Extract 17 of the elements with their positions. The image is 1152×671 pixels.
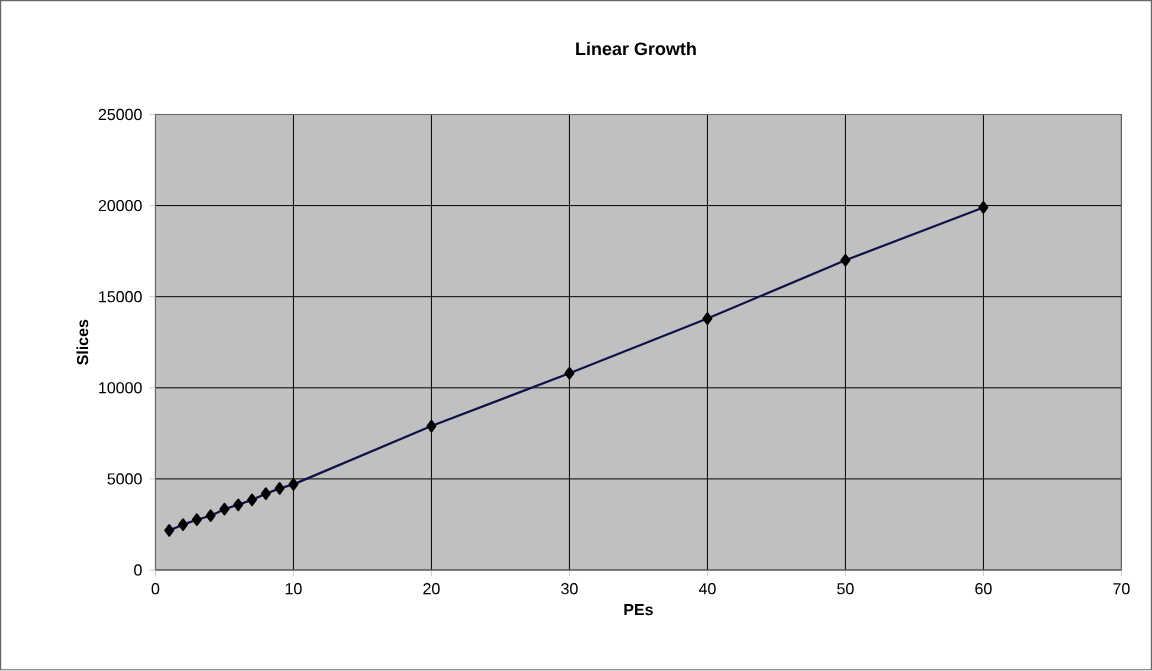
x-tick-label: 10 bbox=[285, 583, 302, 595]
y-tick-label: 15000 bbox=[99, 291, 142, 303]
x-tick-label: 60 bbox=[975, 583, 992, 595]
x-tick-label: 30 bbox=[561, 583, 578, 595]
x-tick-label: 50 bbox=[837, 583, 854, 595]
chart-title: Linear Growth bbox=[576, 42, 696, 56]
y-tick-label: 0 bbox=[134, 564, 142, 576]
y-axis-title: Slices bbox=[76, 320, 89, 366]
x-tick-label: 0 bbox=[151, 583, 160, 595]
y-tick-label: 25000 bbox=[98, 109, 142, 121]
x-tick-label: 20 bbox=[423, 583, 440, 595]
y-tick-label: 10000 bbox=[99, 382, 142, 394]
x-tick-label: 40 bbox=[698, 583, 716, 595]
x-tick-label: 70 bbox=[1113, 583, 1130, 595]
y-tick-label: 20000 bbox=[98, 200, 142, 212]
y-tick-label: 5000 bbox=[107, 473, 142, 485]
x-axis-title: PEs bbox=[624, 604, 653, 616]
